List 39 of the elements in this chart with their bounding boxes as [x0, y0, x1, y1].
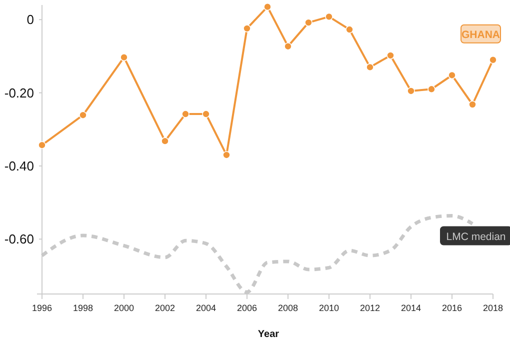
point [407, 87, 415, 95]
point [222, 151, 230, 159]
x-tick-label: 2006 [236, 303, 258, 313]
point [366, 63, 374, 72]
point [304, 18, 312, 26]
x-tick-label: 2016 [442, 303, 462, 313]
point [468, 100, 476, 108]
series-label: GHANA [462, 28, 500, 41]
point [182, 110, 190, 118]
point [489, 56, 497, 64]
y-tick-label: 0 [26, 12, 34, 28]
point [264, 2, 272, 11]
x-tick-label: 2004 [196, 303, 216, 313]
point [202, 110, 210, 118]
series-label: LMC median [446, 230, 506, 243]
point [161, 137, 169, 145]
y-tick-label: -0.20 [4, 85, 34, 100]
x-tick-label: 2014 [400, 303, 422, 313]
point [243, 24, 251, 32]
point [79, 111, 87, 120]
x-tick-label: 1996 [32, 303, 52, 313]
x-tick-label: 2008 [278, 303, 298, 313]
point [386, 52, 394, 60]
point [325, 12, 333, 21]
x-tick-label: 2012 [360, 303, 380, 313]
y-tick-label: -0.60 [4, 232, 34, 247]
x-tick-label: 2010 [318, 303, 340, 313]
point [284, 42, 292, 50]
point [428, 85, 436, 94]
y-tick-label: -0.40 [4, 158, 34, 174]
x-tick-label: 2018 [482, 303, 504, 313]
point [346, 26, 354, 34]
x-axis-title: Year [258, 329, 280, 340]
x-tick-label: 1998 [72, 303, 94, 313]
x-tick-label: 2002 [154, 303, 176, 313]
point [448, 71, 456, 80]
point [120, 53, 128, 62]
point [38, 141, 46, 150]
x-tick-label: 2000 [114, 303, 134, 313]
